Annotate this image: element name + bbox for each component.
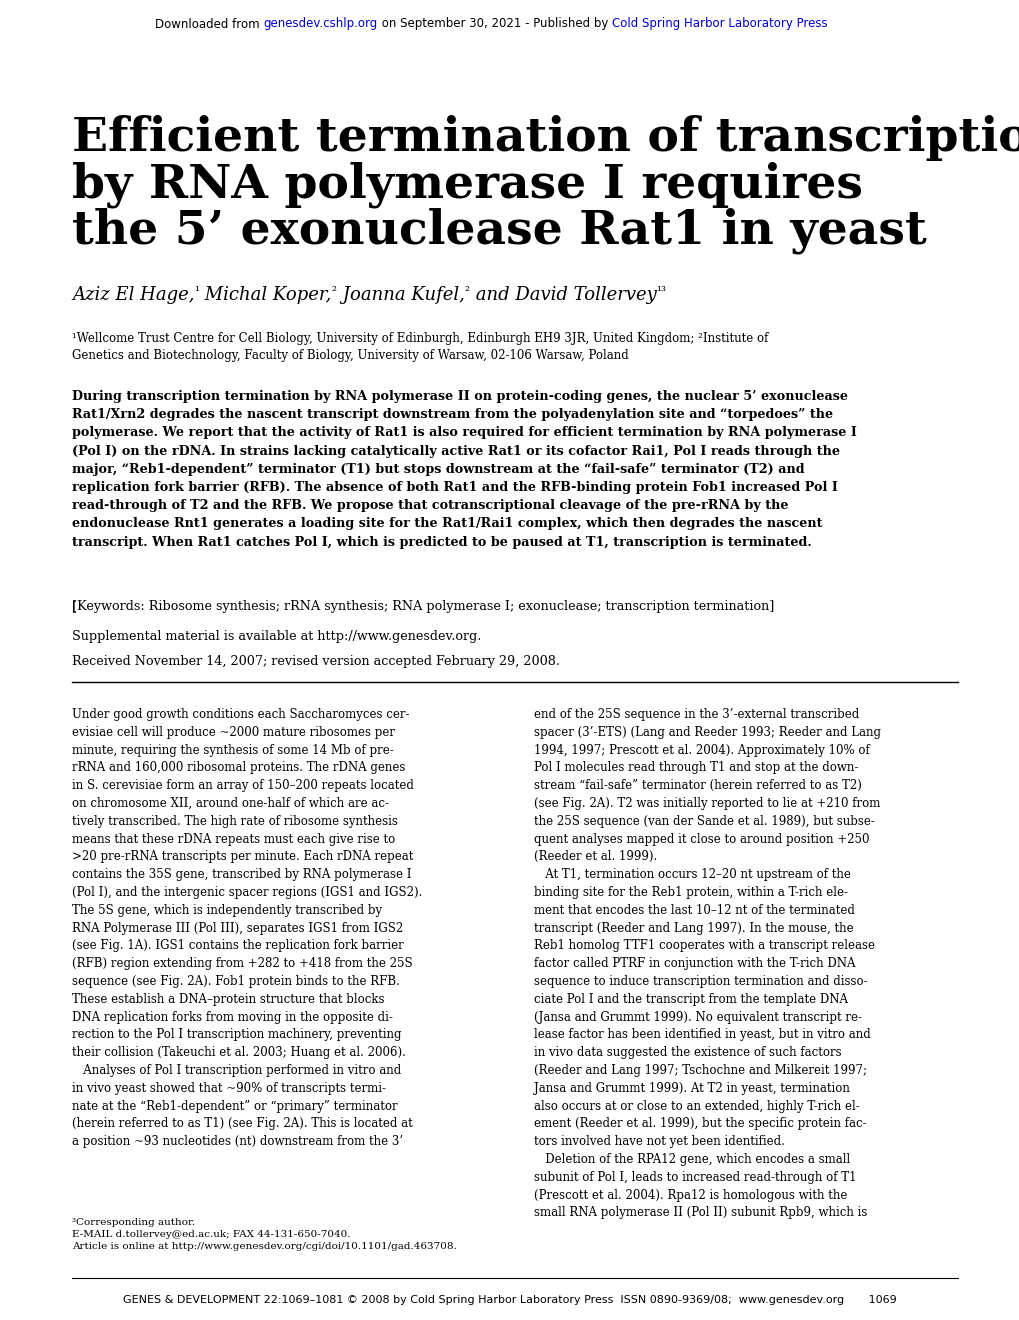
Text: GENES & DEVELOPMENT 22:1069–1081 © 2008 by Cold Spring Harbor Laboratory Press  : GENES & DEVELOPMENT 22:1069–1081 © 2008 … (123, 1295, 896, 1305)
Text: Received November 14, 2007; revised version accepted February 29, 2008.: Received November 14, 2007; revised vers… (72, 655, 559, 668)
Text: During transcription termination by RNA polymerase II on protein-coding genes, t: During transcription termination by RNA … (72, 389, 856, 549)
Text: on September 30, 2021 - Published by: on September 30, 2021 - Published by (377, 17, 611, 30)
Text: the 5’ exonuclease Rat1 in yeast: the 5’ exonuclease Rat1 in yeast (72, 207, 926, 253)
Text: ²: ² (465, 285, 469, 298)
Text: Joanna Kufel,: Joanna Kufel, (336, 286, 465, 304)
Text: ¹: ¹ (195, 285, 200, 298)
Text: Cold Spring Harbor Laboratory Press: Cold Spring Harbor Laboratory Press (611, 17, 826, 30)
Text: [: [ (72, 601, 77, 612)
Text: ³Corresponding author.
E-MAIL d.tollervey@ed.ac.uk; FAX 44-131-650-7040.
Article: ³Corresponding author. E-MAIL d.tollerve… (72, 1218, 457, 1251)
Text: ¹³: ¹³ (656, 285, 665, 298)
Text: ²: ² (331, 285, 336, 298)
Text: Under good growth conditions each Saccharomyces cer-
evisiae cell will produce ~: Under good growth conditions each Saccha… (72, 708, 422, 1148)
Text: Aziz El Hage,: Aziz El Hage, (72, 286, 195, 304)
Text: Michal Koper,: Michal Koper, (200, 286, 331, 304)
Text: Efficient termination of transcription: Efficient termination of transcription (72, 115, 1019, 161)
Text: genesdev.cshlp.org: genesdev.cshlp.org (263, 17, 377, 30)
Text: and David Tollervey: and David Tollervey (469, 286, 656, 304)
Text: end of the 25S sequence in the 3’-external transcribed
spacer (3’-ETS) (Lang and: end of the 25S sequence in the 3’-extern… (534, 708, 880, 1220)
Text: by RNA polymerase I requires: by RNA polymerase I requires (72, 161, 862, 207)
Text: ¹Wellcome Trust Centre for Cell Biology, University of Edinburgh, Edinburgh EH9 : ¹Wellcome Trust Centre for Cell Biology,… (72, 333, 767, 363)
Text: Downloaded from: Downloaded from (155, 17, 263, 30)
Text: Supplemental material is available at http://www.genesdev.org.: Supplemental material is available at ht… (72, 630, 481, 643)
Text: [Keywords: Ribosome synthesis; rRNA synthesis; RNA polymerase I; exonuclease; tr: [Keywords: Ribosome synthesis; rRNA synt… (72, 601, 773, 612)
